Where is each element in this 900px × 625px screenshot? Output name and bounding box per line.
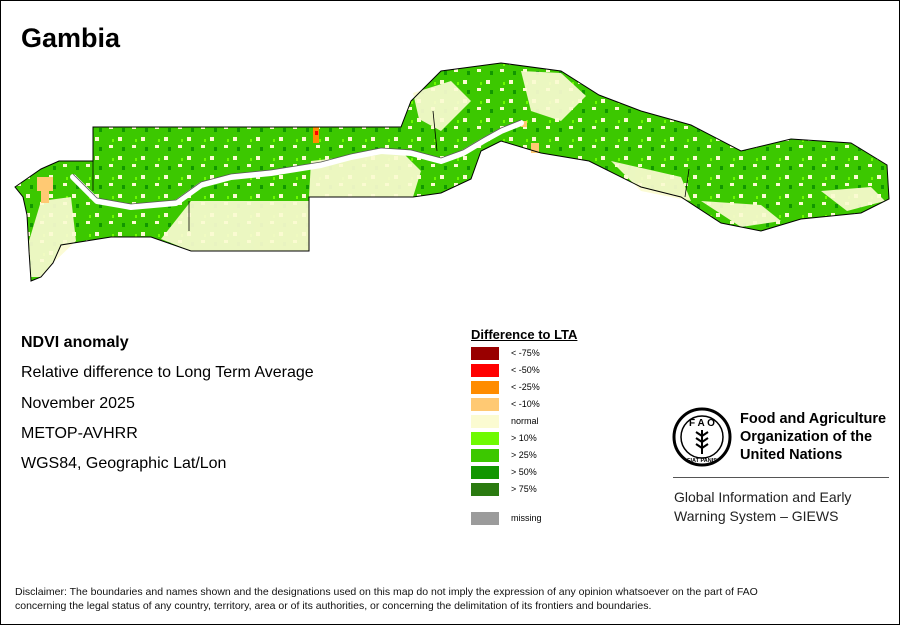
legend-swatch [471,364,499,377]
info-projection: WGS84, Geographic Lat/Lon [21,455,227,472]
divider [673,477,889,478]
legend-label: > 75% [511,484,537,494]
legend-item: < -75% [471,347,591,360]
legend-item: normal [471,415,591,428]
gambia-river [70,120,524,210]
fao-emblem-letters: F A O [689,418,715,429]
legend-label: < -10% [511,399,540,409]
legend-label: < -75% [511,348,540,358]
legend-swatch [471,415,499,428]
country-border [14,62,890,282]
legend-swatch [471,398,499,411]
legend-swatch [471,347,499,360]
legend-swatch [471,381,499,394]
info-sensor: METOP-AVHRR [21,425,138,442]
fao-emblem-motto: FIAT PANIS [687,458,717,464]
disclaimer: Disclaimer: The boundaries and names sho… [15,585,890,613]
gambia-river-edge [72,119,522,205]
fao-name-line2: Organization of the [740,429,873,445]
giews-name: Global Information and Early Warning Sys… [674,488,889,526]
fao-name-line1: Food and Agriculture [740,411,887,427]
legend-swatch [471,449,499,462]
legend-item: > 25% [471,449,591,462]
admin-boundaries [92,110,690,231]
legend-label: normal [511,416,539,426]
legend-label: > 10% [511,433,537,443]
legend-label: > 50% [511,467,537,477]
legend-label: > 25% [511,450,537,460]
fao-emblem: F A O FIAT PANIS [672,407,732,467]
legend-swatch [471,466,499,479]
legend-label: < -25% [511,382,540,392]
legend-item: < -10% [471,398,591,411]
legend-swatch-missing [471,512,499,525]
legend-swatch [471,483,499,496]
info-heading: NDVI anomaly [21,334,129,351]
legend-item-missing: missing [471,512,591,525]
info-date: November 2025 [21,395,135,412]
normal-zones [29,71,885,277]
legend-label-missing: missing [511,513,542,523]
disclaimer-line2: concerning the legal status of any count… [15,600,652,612]
giews-line1: Global Information and Early [674,489,852,505]
legend-label: < -50% [511,365,540,375]
legend-item: < -50% [471,364,591,377]
legend-item: > 10% [471,432,591,445]
gambia-ndvi-map [14,62,890,282]
fao-name-line3: United Nations [740,447,843,463]
legend-item: < -25% [471,381,591,394]
info-description: Relative difference to Long Term Average [21,364,314,381]
legend-item: > 75% [471,483,591,496]
map-title: Gambia [21,23,121,53]
disclaimer-line1: Disclaimer: The boundaries and names sho… [15,586,758,598]
legend-item: > 50% [471,466,591,479]
legend-swatch [471,432,499,445]
fao-organization-name: Food and Agriculture Organization of the… [740,410,890,464]
legend-title: Difference to LTA [471,327,578,342]
negative-anomaly-spots [37,121,539,203]
giews-line2: Warning System – GIEWS [674,508,839,524]
